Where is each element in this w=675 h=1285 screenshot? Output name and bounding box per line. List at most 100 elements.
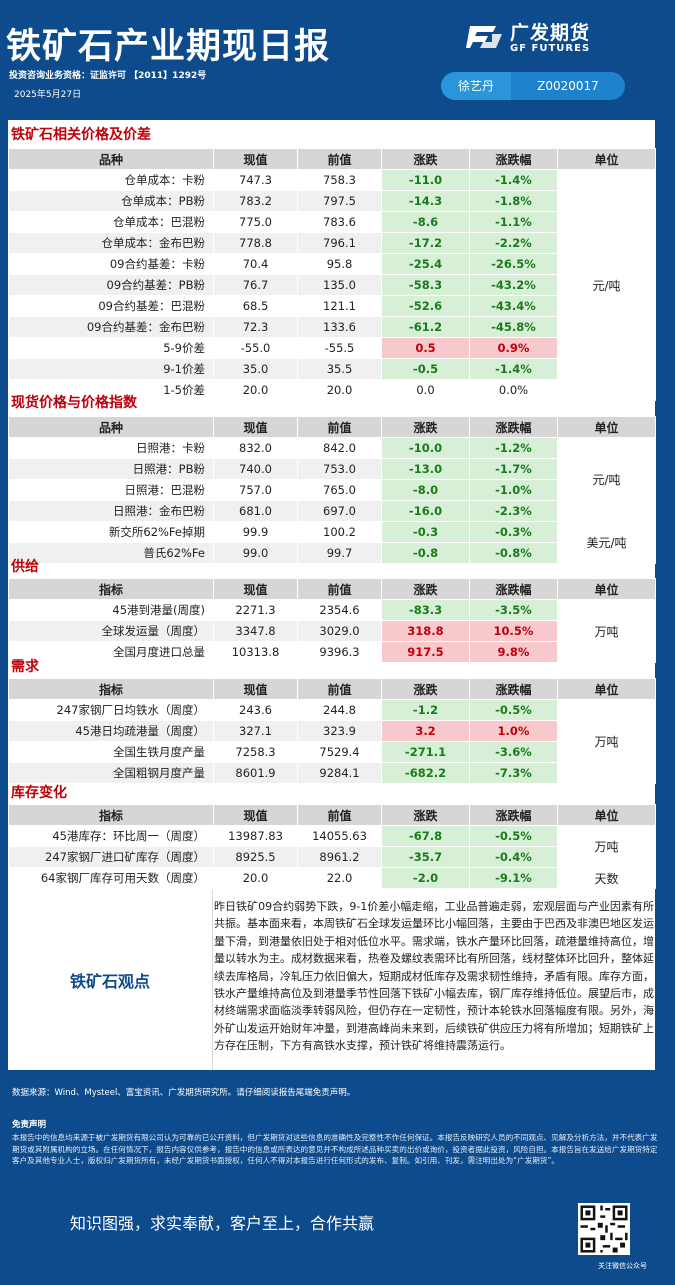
- row-change-pct: -0.4%: [469, 846, 558, 868]
- report-body: 铁矿石相关价格及价差 品种 现值 前值 涨跌 涨跌幅 单位 仓单成本：卡粉 747…: [0, 120, 675, 1285]
- table-row: 45港到港量(周度) 2271.3 2354.6 -83.3 -3.5% 万吨: [8, 599, 656, 663]
- row-name: 全国月度进口总量: [8, 641, 214, 663]
- table-header-row: 指标 现值 前值 涨跌 涨跌幅 单位: [8, 578, 656, 600]
- gf-logo-icon: [466, 26, 502, 48]
- row-name: 普氏62%Fe: [8, 542, 214, 564]
- col-header-change: 涨跌: [381, 416, 470, 438]
- row-unit: 元/吨: [557, 437, 656, 522]
- row-change-pct: -0.5%: [469, 699, 558, 721]
- table-row: 仓单成本：PB粉 783.2 797.5 -14.3 -1.8%: [8, 190, 656, 212]
- col-header-unit: 单位: [557, 804, 656, 826]
- row-change-pct: -0.5%: [469, 825, 558, 847]
- row-current: 783.2: [213, 190, 298, 212]
- report-title: 铁矿石产业期现日报: [6, 27, 331, 67]
- row-previous: 7529.4: [297, 741, 382, 763]
- row-previous: 796.1: [297, 232, 382, 254]
- row-previous: 323.9: [297, 720, 382, 742]
- col-header-previous: 前值: [297, 578, 382, 600]
- row-change: -271.1: [381, 741, 470, 763]
- row-current: 7258.3: [213, 741, 298, 763]
- row-change-pct: -1.2%: [469, 437, 558, 459]
- col-header-change-pct: 涨跌幅: [469, 804, 558, 826]
- table-row: 45港库存：环比周一（周度） 13987.83 14055.63 -67.8 -0.5%…: [8, 825, 656, 868]
- row-previous: 99.7: [297, 542, 382, 564]
- row-change: -8.0: [381, 479, 470, 501]
- row-change-pct: -45.8%: [469, 316, 558, 338]
- row-change-pct: -7.3%: [469, 762, 558, 784]
- company-slogan: 知识图强，求实奉献，客户至上，合作共赢: [70, 1214, 375, 1233]
- row-change-pct: -1.8%: [469, 190, 558, 212]
- row-previous: 135.0: [297, 274, 382, 296]
- row-current: 99.9: [213, 521, 298, 543]
- row-change: -83.3: [381, 599, 470, 621]
- row-change: 318.8: [381, 620, 470, 642]
- table-row: 09合约基差：PB粉 76.7 135.0 -58.3 -43.2%: [8, 274, 656, 296]
- table-header-row: 指标 现值 前值 涨跌 涨跌幅 单位: [8, 678, 656, 700]
- col-header-current: 现值: [213, 578, 298, 600]
- row-previous: 95.8: [297, 253, 382, 275]
- row-change-pct: -2.2%: [469, 232, 558, 254]
- row-change: -2.0: [381, 867, 470, 889]
- row-current: 747.3: [213, 169, 298, 191]
- row-name: 仓单成本：金布巴粉: [8, 232, 214, 254]
- row-unit: 万吨: [557, 699, 656, 784]
- section-title-inventory: 库存变化: [11, 785, 67, 801]
- row-unit: 元/吨: [557, 169, 656, 401]
- row-name: 1-5价差: [8, 379, 214, 401]
- col-header-variety: 品种: [8, 416, 214, 438]
- row-change: -14.3: [381, 190, 470, 212]
- row-change-pct: -26.5%: [469, 253, 558, 275]
- row-change: -682.2: [381, 762, 470, 784]
- row-current: 70.4: [213, 253, 298, 275]
- row-previous: 783.6: [297, 211, 382, 233]
- opinion-label: 铁矿石观点: [8, 890, 213, 1070]
- disclaimer-text: 本报告中的信息均来源于被广发期货有限公司认为可靠的已公开资料，但广发期货对这些信…: [12, 1133, 658, 1165]
- report-date: 2025年5月27日: [14, 90, 82, 100]
- row-current: 13987.83: [213, 825, 298, 847]
- row-change-pct: -1.1%: [469, 211, 558, 233]
- row-unit: 万吨: [557, 825, 656, 868]
- row-name: 日照港：金布巴粉: [8, 500, 214, 522]
- row-change-pct: 1.0%: [469, 720, 558, 742]
- row-name: 5-9价差: [8, 337, 214, 359]
- row-current: 832.0: [213, 437, 298, 459]
- qualification-text: 投资咨询业务资格：证监许可 【2011】1292号: [9, 71, 207, 81]
- row-name: 日照港：巴混粉: [8, 479, 214, 501]
- row-change-pct: -9.1%: [469, 867, 558, 889]
- analyst-license-id: Z0020017: [537, 79, 599, 93]
- qr-caption: 关注微信公众号: [598, 1262, 647, 1270]
- col-header-current: 现值: [213, 416, 298, 438]
- demand-table: 指标 现值 前值 涨跌 涨跌幅 单位 247家钢厂日均铁水（周度） 243.6 24…: [8, 678, 656, 784]
- row-current: 8601.9: [213, 762, 298, 784]
- col-header-unit: 单位: [557, 578, 656, 600]
- row-previous: 2354.6: [297, 599, 382, 621]
- row-previous: -55.5: [297, 337, 382, 359]
- row-change-pct: -43.2%: [469, 274, 558, 296]
- table-row: 日照港：卡粉 832.0 842.0 -10.0 -1.2% 元/吨: [8, 437, 656, 522]
- inventory-table: 指标 现值 前值 涨跌 涨跌幅 单位 45港库存：环比周一（周度） 13987.8…: [8, 804, 656, 889]
- row-name: 64家钢厂库存可用天数（周度）: [8, 867, 214, 889]
- table-row: 9-1价差 35.0 35.5 -0.5 -1.4%: [8, 358, 656, 380]
- data-source-note: 数据来源：Wind、Mysteel、富宝资讯、广发期货研究所。请仔细阅读报告尾端…: [12, 1088, 356, 1098]
- col-header-change-pct: 涨跌幅: [469, 416, 558, 438]
- prices-table: 品种 现值 前值 涨跌 涨跌幅 单位 仓单成本：卡粉 747.3 758.3 -11.…: [8, 148, 656, 401]
- row-name: 45港库存：环比周一（周度）: [8, 825, 214, 847]
- row-change: -10.0: [381, 437, 470, 459]
- logo-cn-text: 广发期货: [510, 22, 591, 44]
- row-previous: 797.5: [297, 190, 382, 212]
- row-name: 247家钢厂日均铁水（周度）: [8, 699, 214, 721]
- table-row: 全球发运量（周度） 3347.8 3029.0 318.8 10.5%: [8, 620, 656, 642]
- row-current: 778.8: [213, 232, 298, 254]
- table-row: 日照港：PB粉 740.0 753.0 -13.0 -1.7%: [8, 458, 656, 480]
- row-change: -0.8: [381, 542, 470, 564]
- content-panel: 铁矿石相关价格及价差 品种 现值 前值 涨跌 涨跌幅 单位 仓单成本：卡粉 747…: [8, 120, 656, 1070]
- row-previous: 20.0: [297, 379, 382, 401]
- wechat-qr-code[interactable]: [578, 1203, 630, 1255]
- spot-table: 品种 现值 前值 涨跌 涨跌幅 单位 日照港：卡粉 832.0 842.0 -10.0…: [8, 416, 656, 564]
- row-change-pct: 0.9%: [469, 337, 558, 359]
- table-row: 日照港：巴混粉 757.0 765.0 -8.0 -1.0%: [8, 479, 656, 501]
- analyst-name: 徐艺丹: [441, 72, 511, 100]
- gf-futures-logo: 广发期货 GF FUTURES: [466, 18, 606, 58]
- row-name: 全球发运量（周度）: [8, 620, 214, 642]
- table-row: 64家钢厂库存可用天数（周度） 20.0 22.0 -2.0 -9.1% 天数: [8, 867, 656, 889]
